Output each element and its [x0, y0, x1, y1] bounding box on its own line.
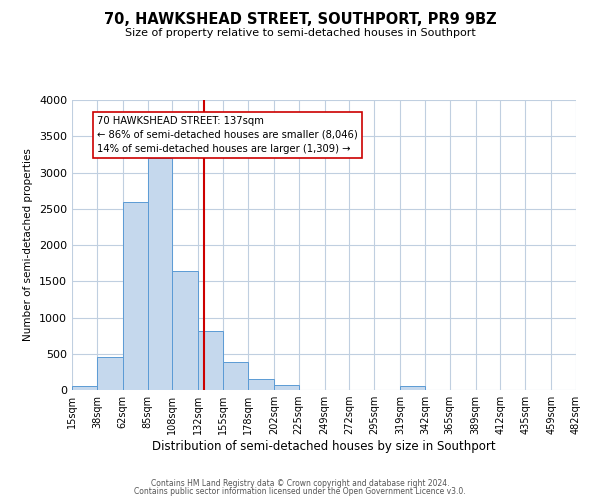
Bar [97, 356, 123, 390]
X-axis label: Distribution of semi-detached houses by size in Southport: Distribution of semi-detached houses by … [152, 440, 496, 453]
Bar [172, 271, 198, 390]
Text: 70, HAWKSHEAD STREET, SOUTHPORT, PR9 9BZ: 70, HAWKSHEAD STREET, SOUTHPORT, PR9 9BZ [104, 12, 496, 28]
Text: Contains public sector information licensed under the Open Government Licence v3: Contains public sector information licen… [134, 487, 466, 496]
Bar [148, 158, 172, 390]
Bar [198, 332, 223, 390]
Bar [123, 202, 148, 390]
Y-axis label: Number of semi-detached properties: Number of semi-detached properties [23, 148, 34, 342]
Bar [274, 385, 299, 390]
Bar [400, 386, 425, 390]
Bar [72, 386, 97, 390]
Text: 70 HAWKSHEAD STREET: 137sqm
← 86% of semi-detached houses are smaller (8,046)
14: 70 HAWKSHEAD STREET: 137sqm ← 86% of sem… [97, 116, 358, 154]
Text: Contains HM Land Registry data © Crown copyright and database right 2024.: Contains HM Land Registry data © Crown c… [151, 478, 449, 488]
Bar [223, 362, 248, 390]
Text: Size of property relative to semi-detached houses in Southport: Size of property relative to semi-detach… [125, 28, 475, 38]
Bar [248, 379, 274, 390]
